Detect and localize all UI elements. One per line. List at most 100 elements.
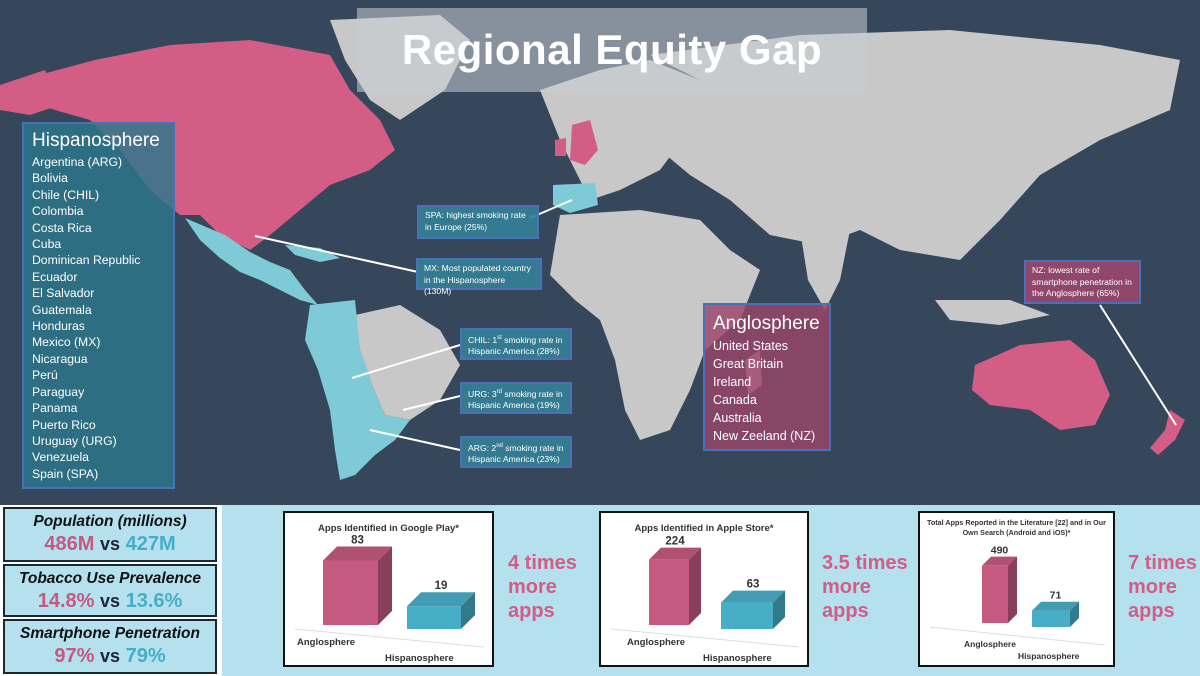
annotation-line: apps — [1128, 600, 1175, 622]
annotation-line: more — [508, 576, 557, 598]
stat-vs: vs — [99, 591, 121, 611]
callout-mexico: MX: Most populated country in the Hispan… — [416, 258, 542, 296]
category-label: Anglosphere — [964, 639, 1016, 649]
chart-google-play: Apps Identified in Google Play* 83 Anglosp… — [283, 511, 494, 667]
land-mexico — [185, 218, 318, 305]
country-item: Guatemala — [32, 302, 92, 317]
callout-text: MX: Most populated country in the Hispan… — [424, 263, 531, 296]
callout-new-zealand: NZ: lowest rate of smartphone penetratio… — [1024, 260, 1141, 304]
country-item: Panama — [32, 401, 78, 416]
country-item: Argentina (ARG) — [32, 155, 123, 169]
callout-text: URG: 3 — [468, 388, 497, 399]
bar-side — [773, 590, 785, 629]
callout-text: NZ: lowest rate of smartphone penetratio… — [1032, 265, 1132, 298]
country-item: Honduras — [32, 319, 85, 334]
stat-vs: vs — [99, 646, 121, 666]
land-south-america-hispano — [305, 300, 410, 480]
land-ireland — [555, 138, 566, 156]
chart-bar-anglosphere — [323, 546, 392, 625]
country-item: El Salvador — [32, 286, 95, 301]
bar-top — [649, 547, 701, 560]
country-item: Venezuela — [32, 450, 89, 465]
country-item: Mexico (MX) — [32, 335, 101, 350]
bar-front — [323, 560, 378, 625]
country-item: Paraguay — [32, 384, 85, 399]
land-alaska — [0, 70, 60, 115]
country-item: Canada — [713, 393, 757, 407]
bar-value-label: 71 — [1050, 590, 1062, 602]
land-australia — [972, 340, 1110, 430]
bar-value-label: 83 — [351, 534, 364, 546]
country-item: Cuba — [32, 237, 62, 252]
bar-value-label: 224 — [665, 536, 685, 548]
land-spain — [553, 183, 598, 213]
callout-spain: SPA: highest smoking rate in Europe (25%… — [417, 205, 539, 239]
stat-anglo-value: 14.8% — [37, 590, 95, 612]
bar-value-label: 63 — [747, 579, 760, 591]
stat-hispano-value: 13.6% — [125, 590, 183, 612]
stat-values: 97% vs 79% — [5, 644, 215, 668]
stat-label: Tobacco Use Prevalence — [18, 570, 202, 587]
annotation-line: apps — [508, 600, 555, 622]
chart-bar-hispanosphere — [1032, 601, 1079, 627]
bar-side — [689, 547, 701, 625]
country-item: Uruguay (URG) — [32, 433, 117, 448]
country-item: Costa Rica — [32, 220, 92, 235]
leader-arg — [369, 429, 461, 451]
stat-smartphone: Smartphone Penetration 97% vs 79% — [3, 619, 217, 674]
stat-label: Population (millions) — [33, 513, 187, 530]
category-label: Anglosphere — [627, 637, 685, 648]
callout-argentina: ARG: 2nd smoking rate in Hispanic Americ… — [460, 436, 572, 468]
bar-front — [407, 606, 461, 629]
country-item: Puerto Rico — [32, 417, 96, 432]
country-item: Ecuador — [32, 269, 78, 284]
land-caribbean — [285, 245, 340, 262]
page-title: Regional Equity Gap — [401, 26, 823, 73]
bar-side — [1070, 601, 1079, 627]
land-indonesia — [935, 300, 1050, 325]
bar-value-label: 490 — [991, 545, 1009, 557]
annotation-line: more — [822, 576, 871, 598]
chart-annotation-google: 4 times more apps — [508, 551, 577, 623]
callout-text: CHIL: 1 — [468, 334, 498, 345]
callout-text: ARG: 2 — [468, 442, 497, 453]
callout-text: smoking rate in Hispanic America (23%) — [468, 442, 564, 465]
stat-values: 486M vs 427M — [5, 532, 215, 556]
chart-bar-hispanosphere — [721, 590, 785, 629]
chart-bar-anglosphere — [982, 556, 1017, 623]
land-africa — [550, 210, 760, 440]
callout-superscript: rd — [496, 389, 502, 395]
annotation-line: apps — [822, 600, 869, 622]
chart-title: Own Search (Android and iOS)* — [963, 528, 1071, 537]
country-item: Dominican Republic — [32, 253, 141, 268]
country-item: Ireland — [713, 375, 752, 389]
annotation-line: 7 times — [1128, 552, 1197, 574]
stat-anglo-value: 97% — [54, 645, 95, 667]
anglosphere-legend: Anglosphere United States Great Britain … — [703, 303, 831, 451]
bar-top — [1032, 601, 1079, 611]
country-item: Great Britain — [713, 357, 784, 371]
chart-apple-store: Apps Identified in Apple Store* 224 Anglos… — [599, 511, 809, 667]
bar-top — [721, 590, 785, 603]
world-map: Regional Equity Gap Hispanosphere Argent… — [0, 8, 1185, 489]
stat-hispano-value: 79% — [125, 645, 166, 667]
chart-title: Apps Identified in Google Play* — [318, 523, 459, 534]
stat-values: 14.8% vs 13.6% — [5, 589, 215, 613]
bar-front — [1032, 610, 1070, 627]
leader-nz — [1099, 304, 1177, 426]
category-label: Hispanosphere — [1018, 651, 1080, 661]
chart-floor — [610, 628, 800, 648]
callout-text: SPA: highest smoking rate in Europe (25%… — [425, 210, 526, 232]
annotation-line: 3.5 times — [822, 552, 908, 574]
bar-value-label: 19 — [435, 580, 448, 592]
stat-anglo-value: 486M — [44, 533, 95, 555]
bar-front — [721, 602, 773, 629]
anglosphere-header: Anglosphere — [713, 313, 820, 334]
callout-text: smoking rate in Hispanic America (19%) — [468, 388, 563, 411]
chart-title: Apps Identified in Apple Store* — [635, 523, 774, 534]
chart-floor — [294, 628, 485, 648]
chart-floor — [929, 626, 1106, 646]
leader-chil — [351, 344, 461, 379]
chart-annotation-total: 7 times more apps — [1128, 551, 1197, 623]
bar-top — [323, 546, 392, 561]
